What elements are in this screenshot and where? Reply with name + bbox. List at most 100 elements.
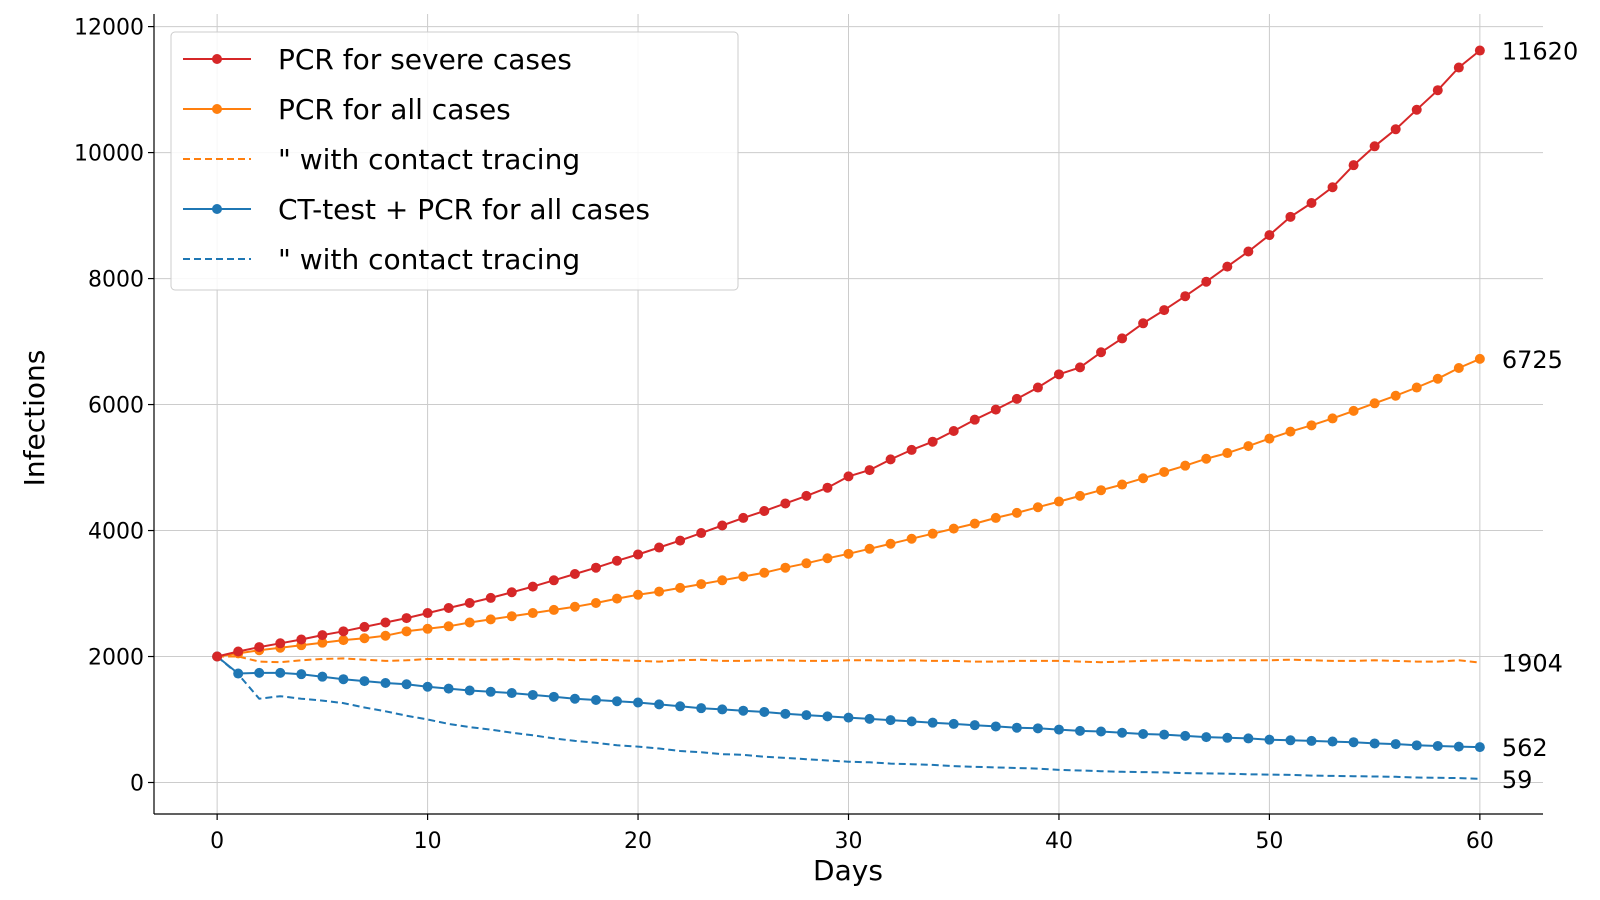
data-point [759,706,770,717]
data-point [485,686,496,697]
data-point [654,542,665,553]
data-point [906,716,917,727]
data-point [527,689,538,700]
y-tick-label: 8000 [88,268,144,293]
series-line [217,655,1481,664]
y-tick-label: 2000 [88,646,144,671]
data-point [1474,353,1485,364]
data-point [233,668,244,679]
data-point [590,597,601,608]
legend-label: " with contact tracing [278,243,580,276]
data-point [1327,736,1338,747]
data-point [317,630,328,641]
data-point [1453,363,1464,374]
data-point [696,703,707,714]
data-point [1432,740,1443,751]
data-point [1138,318,1149,329]
data-point [401,679,412,690]
data-point [822,711,833,722]
data-point [1222,448,1233,459]
data-point [1011,722,1022,733]
x-tick-label: 50 [1255,829,1283,854]
data-point [717,575,728,586]
data-point [1096,485,1107,496]
x-tick-label: 60 [1466,829,1494,854]
data-point [1201,276,1212,287]
data-point [359,676,370,687]
data-point [885,454,896,465]
data-point [1075,362,1085,373]
end-value-label: 1904 [1502,650,1563,678]
data-point [927,528,938,539]
data-point [1243,246,1254,257]
data-point [1306,420,1317,431]
x-tick-label: 20 [624,829,652,854]
data-point [275,667,286,678]
y-tick-label: 10000 [74,142,144,167]
data-point [1432,85,1443,96]
data-point [569,693,580,704]
data-point [612,555,622,566]
data-point [1138,473,1149,484]
data-point [1159,466,1170,477]
data-point [843,548,854,559]
data-point [759,567,770,578]
data-point [696,579,707,590]
data-point [948,426,959,437]
data-point [233,646,244,657]
x-axis-title: Days [813,854,883,887]
data-point [843,712,854,723]
data-point [1474,742,1485,753]
y-tick-label: 12000 [74,16,144,41]
data-point [990,721,1001,732]
x-tick-label: 30 [835,829,863,854]
data-point [1159,305,1170,316]
data-point [422,681,433,692]
data-point [317,671,328,682]
data-point [1348,737,1359,748]
data-point [612,696,622,707]
data-point [675,582,686,593]
data-point [359,633,370,644]
data-point [1222,261,1233,272]
data-point [1096,726,1107,737]
legend-marker-swatch [212,104,222,114]
data-point [1369,738,1380,749]
data-point [990,404,1001,415]
data-point [969,720,980,731]
data-point [969,414,980,425]
data-point [864,543,875,554]
data-point [1306,197,1317,208]
data-point [927,436,938,447]
data-point [780,498,791,509]
data-point [1285,735,1296,746]
data-point [1474,45,1485,56]
data-point [443,603,454,614]
legend-box [170,31,739,291]
data-point [885,715,896,726]
data-point [1075,490,1085,501]
data-point [801,558,812,569]
data-point [801,710,812,721]
data-point [717,520,728,531]
data-point [1285,211,1296,222]
data-point [380,677,391,688]
data-point [338,626,349,637]
end-value-label: 59 [1502,766,1533,794]
data-point [254,667,265,678]
data-point [506,587,517,598]
data-point [1180,460,1191,471]
end-value-label: 6725 [1502,346,1563,374]
data-point [338,674,349,685]
legend-item: " with contact tracing [183,143,580,176]
data-point [485,592,496,603]
data-point [612,593,622,604]
data-point [1369,398,1380,409]
data-point [1011,507,1022,518]
data-point [1032,382,1043,393]
data-point [864,713,875,724]
data-point [780,708,791,719]
data-point [906,533,917,544]
data-point [1201,453,1212,464]
